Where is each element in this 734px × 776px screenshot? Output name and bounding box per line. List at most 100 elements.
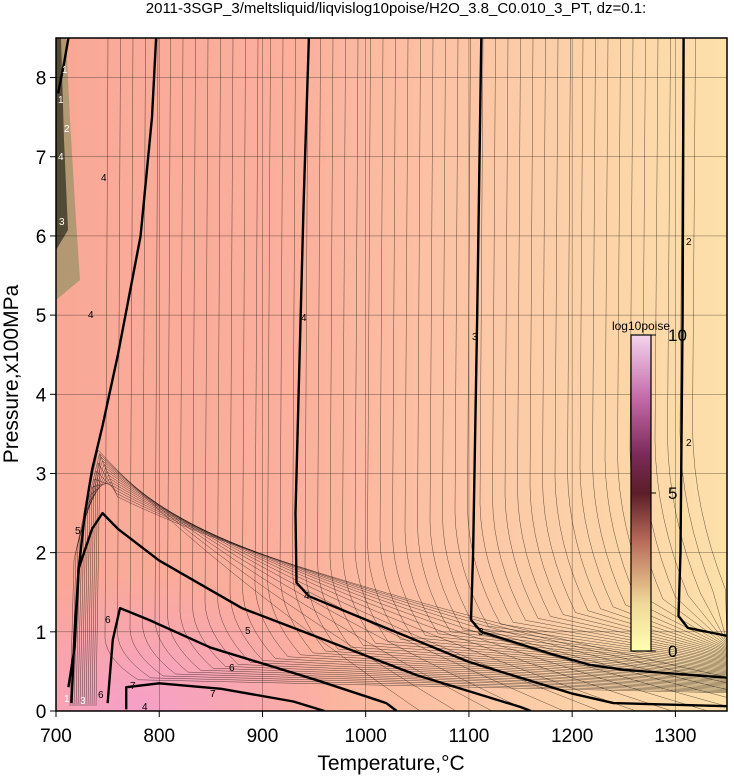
major-contour-lines bbox=[56, 38, 727, 711]
contour-label-4e: 4 bbox=[304, 591, 310, 602]
thin-contour bbox=[554, 38, 727, 653]
contour-label-4f: 4 bbox=[142, 702, 148, 713]
thin-contour bbox=[117, 38, 727, 692]
colorbar-gradient bbox=[630, 334, 652, 652]
thin-contour bbox=[217, 38, 727, 683]
thin-contour-loop bbox=[69, 449, 421, 711]
thin-contour-loop bbox=[71, 453, 457, 711]
contour-label-4c: 4 bbox=[88, 310, 94, 321]
grid-lines bbox=[56, 38, 727, 711]
colorbar-tick-label: 0 bbox=[668, 642, 677, 661]
thin-contour-loop bbox=[85, 478, 709, 711]
thin-contour bbox=[667, 38, 727, 643]
thin-contour bbox=[454, 38, 727, 662]
thin-contour bbox=[192, 38, 727, 686]
colorbar-tick-label: 10 bbox=[668, 326, 687, 345]
y-tick-label: 7 bbox=[36, 148, 47, 169]
thin-contour bbox=[104, 38, 727, 694]
contour-label-3c: 3 bbox=[472, 332, 478, 343]
y-tick-label: 8 bbox=[36, 69, 47, 90]
contour-label-5b: 5 bbox=[245, 626, 251, 637]
contour-label-7a: 7 bbox=[130, 681, 136, 692]
thin-contour bbox=[154, 38, 727, 689]
thin-contour-loop bbox=[89, 478, 727, 707]
x-tick-label: 1100 bbox=[448, 726, 489, 747]
thin-contour bbox=[517, 38, 727, 657]
thin-contour-lines bbox=[69, 38, 727, 711]
contour-labels: 1 1 1 2 3 3 4 4 4 4 5 5 6 6 7 7 6 4 4 3 … bbox=[58, 65, 692, 713]
contour-label-3d: 3 bbox=[478, 627, 484, 638]
thin-contour bbox=[279, 38, 727, 678]
y-tick-label: 5 bbox=[36, 306, 47, 327]
thin-contour bbox=[254, 38, 727, 680]
thin-contour bbox=[204, 38, 727, 685]
y-tick-label: 2 bbox=[36, 544, 47, 565]
contour-label-2b: 2 bbox=[686, 237, 692, 248]
contour-label-5a: 5 bbox=[75, 526, 81, 537]
contour-label-6a: 6 bbox=[105, 615, 111, 626]
major-contour-1-7 bbox=[56, 38, 70, 94]
contour-label-1c: 1 bbox=[64, 694, 70, 705]
chart-title: 2011-3SGP_3/meltsliquid/liqvislog10poise… bbox=[146, 0, 646, 17]
thin-contour bbox=[654, 38, 727, 644]
colorbar-label: log10poise bbox=[612, 319, 670, 333]
thin-contour bbox=[229, 38, 727, 682]
major-contour-4-2 bbox=[294, 38, 727, 708]
contour-label-1b: 1 bbox=[58, 95, 64, 106]
y-tick-label: 1 bbox=[36, 623, 47, 644]
contour-label-3a: 3 bbox=[59, 217, 65, 228]
x-axis-label: Temperature,°C bbox=[317, 752, 464, 775]
major-contour-3-1 bbox=[469, 38, 727, 679]
thin-contour bbox=[267, 38, 727, 679]
contour-label-3b: 3 bbox=[80, 696, 86, 707]
y-tick-label: 0 bbox=[36, 702, 47, 723]
thin-contour bbox=[179, 38, 727, 687]
y-tick-label: 3 bbox=[36, 464, 47, 485]
contour-label-6c: 6 bbox=[98, 690, 104, 701]
thin-contour-loop bbox=[83, 474, 673, 711]
thin-contour bbox=[579, 38, 727, 651]
thin-contour-loop bbox=[75, 460, 529, 711]
x-tick-label: 700 bbox=[40, 726, 72, 747]
x-tick-label: 1300 bbox=[654, 726, 696, 747]
plot-frame bbox=[55, 37, 728, 712]
y-axis: 0 1 2 3 4 5 6 7 8 bbox=[36, 69, 56, 723]
x-tick-label: 800 bbox=[143, 726, 175, 747]
thin-contour-loop bbox=[87, 482, 727, 707]
contour-label-2c: 2 bbox=[686, 438, 692, 449]
x-axis: 700 800 900 1000 1100 1200 1300 bbox=[40, 711, 697, 747]
y-axis-label: Pressure,x100MPa bbox=[0, 284, 23, 463]
thin-contour bbox=[129, 38, 727, 691]
thin-contour bbox=[504, 38, 727, 658]
x-tick-label: 1000 bbox=[345, 726, 387, 747]
thin-contour bbox=[417, 38, 727, 666]
colorbar-ticks: 0 5 10 bbox=[651, 326, 687, 661]
thin-contour bbox=[692, 38, 727, 641]
thin-contour bbox=[479, 38, 727, 660]
thin-contour-loop bbox=[81, 471, 637, 711]
major-contour-5-4 bbox=[70, 511, 532, 711]
y-tick-label: 6 bbox=[36, 227, 47, 248]
thin-contour bbox=[492, 38, 727, 659]
contour-label-7b: 7 bbox=[210, 689, 216, 700]
major-contour-7-6 bbox=[125, 682, 325, 711]
y-tick-label: 4 bbox=[36, 385, 47, 406]
contour-label-1a: 1 bbox=[62, 65, 68, 76]
contour-label-4d: 4 bbox=[301, 313, 307, 324]
thin-contour bbox=[342, 38, 727, 672]
x-tick-label: 1200 bbox=[551, 726, 593, 747]
thin-contour bbox=[292, 38, 727, 677]
thin-contour bbox=[467, 38, 727, 661]
colorbar-tick-label: 5 bbox=[668, 484, 677, 503]
thin-contour bbox=[567, 38, 727, 652]
contour-label-2a: 2 bbox=[64, 124, 70, 135]
thin-contour bbox=[429, 38, 727, 664]
thin-contour bbox=[367, 38, 727, 670]
x-tick-label: 900 bbox=[247, 726, 279, 747]
thin-contour bbox=[392, 38, 727, 668]
colorbar: log10poise 0 5 10 bbox=[612, 319, 687, 661]
major-contour-2-0 bbox=[677, 38, 727, 637]
thin-contour bbox=[529, 38, 727, 655]
thin-contour bbox=[329, 38, 727, 673]
